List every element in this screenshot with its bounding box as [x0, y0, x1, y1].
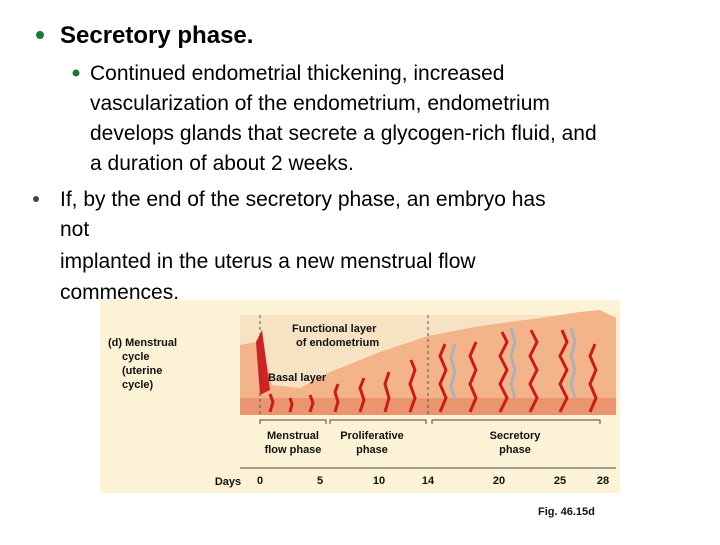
- phase-label: Menstrual: [267, 430, 319, 442]
- day-tick: 10: [373, 475, 385, 487]
- day-tick: 0: [257, 475, 263, 487]
- sub-bullet-marker: [72, 69, 80, 77]
- bullet-marker: [36, 31, 44, 39]
- figure-label: (d) Menstrual: [108, 337, 177, 349]
- sub-bullet-line: develops glands that secrete a glycogen-…: [90, 122, 597, 145]
- figure-label: Basal layer: [268, 372, 327, 384]
- sub-bullet-line: a duration of about 2 weeks.: [90, 152, 354, 175]
- bullet2-line: not: [60, 218, 89, 241]
- bullet-title: Secretory phase.: [60, 22, 253, 49]
- figure-caption: Fig. 46.15d: [538, 506, 595, 518]
- bullet2-line: If, by the end of the secretory phase, a…: [60, 188, 546, 211]
- sub-bullet-line: vascularization of the endometrium, endo…: [90, 92, 550, 115]
- day-tick: 28: [597, 475, 609, 487]
- figure-label: of endometrium: [296, 337, 379, 349]
- figure-label: cycle): [122, 379, 154, 391]
- bullet-marker: [33, 196, 39, 202]
- sub-bullet-line: Continued endometrial thickening, increa…: [90, 62, 504, 85]
- phase-label: flow phase: [265, 444, 322, 456]
- figure-label: cycle: [122, 351, 150, 363]
- bullet2-line: implanted in the uterus a new menstrual …: [60, 250, 476, 273]
- days-label: Days: [215, 476, 241, 488]
- phase-label: phase: [499, 444, 531, 456]
- day-tick: 14: [422, 475, 435, 487]
- figure-label: (uterine: [122, 365, 162, 377]
- figure-label: Functional layer: [292, 323, 377, 335]
- phase-label: phase: [356, 444, 388, 456]
- figure: [100, 300, 620, 493]
- phase-label: Secretory: [490, 430, 542, 442]
- day-tick: 20: [493, 475, 505, 487]
- day-tick: 5: [317, 475, 323, 487]
- day-tick: 25: [554, 475, 566, 487]
- bullet2-line: commences.: [60, 281, 179, 304]
- phase-label: Proliferative: [340, 430, 404, 442]
